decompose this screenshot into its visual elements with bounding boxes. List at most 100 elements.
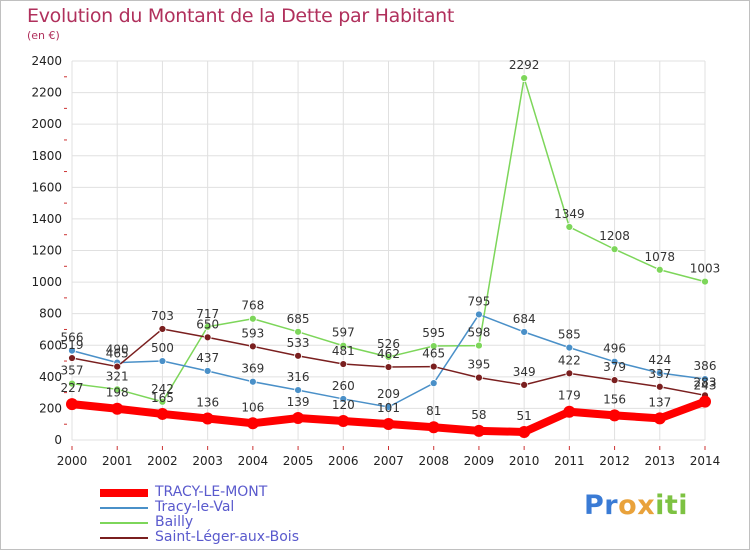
y-tick-label: 800 xyxy=(39,307,62,321)
data-label: 101 xyxy=(377,401,400,415)
y-tick-label: 200 xyxy=(39,401,62,415)
data-point xyxy=(113,362,122,371)
data-point xyxy=(475,373,483,382)
data-point xyxy=(294,351,302,360)
data-label: 465 xyxy=(422,347,445,361)
x-tick-label: 2005 xyxy=(283,454,314,468)
data-label: 106 xyxy=(241,400,264,414)
logo-letter: P xyxy=(584,490,605,521)
x-tick-label: 2010 xyxy=(509,454,540,468)
data-label: 283 xyxy=(694,375,717,389)
data-label: 386 xyxy=(694,359,717,373)
data-label: 337 xyxy=(648,367,671,381)
data-point xyxy=(339,395,348,403)
data-point xyxy=(292,412,305,425)
x-tick-label: 2012 xyxy=(599,454,630,468)
y-tick-label: 2400 xyxy=(31,54,62,68)
data-label: 120 xyxy=(332,398,355,412)
data-point xyxy=(111,402,124,415)
data-point xyxy=(429,362,438,371)
data-point xyxy=(701,277,709,286)
data-label: 136 xyxy=(196,396,219,410)
data-point xyxy=(384,403,393,411)
proxiti-logo: Proxiti xyxy=(584,490,688,521)
x-tick-label: 2006 xyxy=(328,454,359,468)
data-point xyxy=(475,341,483,350)
data-label: 260 xyxy=(332,379,355,393)
data-label: 597 xyxy=(332,326,355,340)
x-tick-label: 2011 xyxy=(554,454,585,468)
x-tick-label: 2014 xyxy=(690,454,721,468)
data-label: 242 xyxy=(151,382,174,396)
legend-label: Tracy-le-Val xyxy=(155,499,235,515)
data-point xyxy=(655,265,664,274)
data-label: 179 xyxy=(558,389,581,403)
data-point xyxy=(699,395,711,408)
data-label: 139 xyxy=(287,395,310,409)
data-point xyxy=(384,353,393,361)
data-point xyxy=(203,367,212,375)
data-point xyxy=(339,360,348,368)
data-point xyxy=(520,328,529,336)
data-point xyxy=(384,363,393,371)
data-point xyxy=(701,375,709,383)
data-label: 369 xyxy=(241,362,264,376)
data-label: 566 xyxy=(61,331,84,345)
data-point xyxy=(655,382,664,391)
data-label: 1003 xyxy=(690,262,721,276)
data-label: 585 xyxy=(558,328,581,342)
data-label: 684 xyxy=(513,312,536,326)
data-point xyxy=(156,407,169,420)
data-point xyxy=(248,314,257,323)
logo-letter: o xyxy=(618,490,638,521)
data-point xyxy=(472,424,485,437)
y-tick-label: 1800 xyxy=(31,149,62,163)
data-label: 349 xyxy=(513,365,536,379)
x-tick-label: 2003 xyxy=(192,454,223,468)
data-label: 1078 xyxy=(645,250,676,264)
data-point xyxy=(655,369,664,377)
data-point xyxy=(520,380,529,389)
data-label: 650 xyxy=(196,317,219,331)
data-point xyxy=(158,397,167,406)
data-point xyxy=(248,377,257,386)
data-point xyxy=(563,405,576,418)
data-label: 51 xyxy=(517,409,532,423)
data-label: 227 xyxy=(61,381,84,395)
data-label: 703 xyxy=(151,309,174,323)
data-label: 198 xyxy=(106,386,129,400)
y-tick-label: 2000 xyxy=(31,117,62,131)
data-label: 379 xyxy=(603,360,626,374)
data-point xyxy=(203,322,212,331)
y-tick-label: 1200 xyxy=(31,244,62,258)
data-point xyxy=(382,418,395,431)
data-label: 533 xyxy=(287,336,310,350)
data-point xyxy=(66,398,78,411)
data-point xyxy=(610,357,619,366)
x-tick-label: 2009 xyxy=(464,454,495,468)
data-point xyxy=(339,341,348,350)
data-point xyxy=(68,379,76,388)
data-point xyxy=(248,342,257,351)
data-label: 795 xyxy=(467,294,490,308)
data-point xyxy=(610,245,619,254)
data-label: 422 xyxy=(558,353,581,367)
data-point xyxy=(565,343,574,352)
data-point xyxy=(337,415,350,428)
data-label: 58 xyxy=(471,408,486,422)
y-tick-label: 0 xyxy=(54,433,62,447)
data-point xyxy=(565,223,574,231)
data-label: 316 xyxy=(287,370,310,384)
data-label: 437 xyxy=(196,351,219,365)
chart-title: Evolution du Montant de la Dette par Hab… xyxy=(27,5,455,27)
y-tick-label: 400 xyxy=(39,370,62,384)
data-label: 490 xyxy=(106,343,129,357)
data-label: 156 xyxy=(603,392,626,406)
data-label: 595 xyxy=(422,326,445,340)
data-point xyxy=(68,346,76,355)
chart-subtitle: (en €) xyxy=(27,29,60,42)
legend-label: TRACY-LE-MONT xyxy=(155,484,268,500)
data-label: 321 xyxy=(106,369,129,383)
